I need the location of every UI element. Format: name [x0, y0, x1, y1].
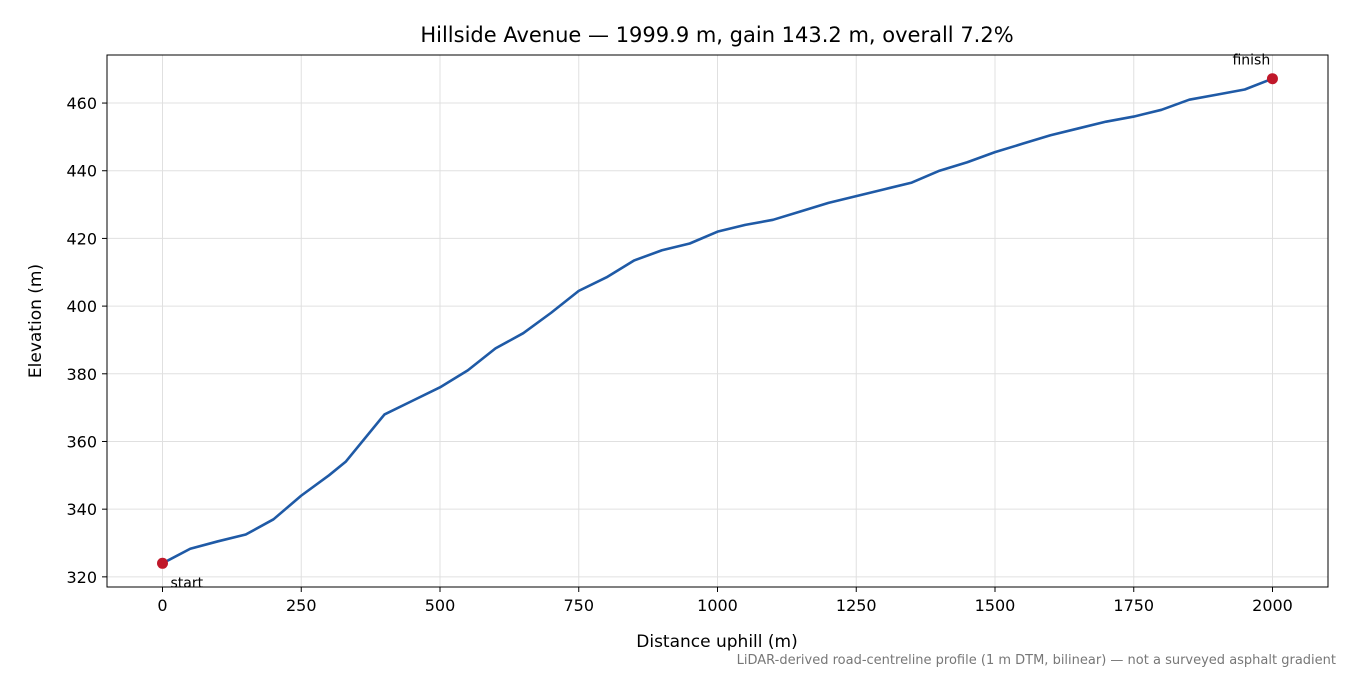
- chart-title: Hillside Avenue — 1999.9 m, gain 143.2 m…: [420, 23, 1013, 47]
- y-tick-label: 440: [66, 162, 97, 181]
- y-tick-label: 460: [66, 94, 97, 113]
- x-tick-label: 500: [425, 596, 456, 615]
- x-tick-label: 1250: [836, 596, 877, 615]
- x-axis-label: Distance uphill (m): [636, 632, 797, 652]
- elevation-line: [161, 77, 1273, 565]
- y-tick-label: 380: [66, 365, 97, 384]
- plot-frame: [106, 54, 1329, 588]
- y-tick-label: 360: [66, 432, 97, 451]
- endpoint-marker: [1266, 73, 1278, 85]
- x-tick-label: 1500: [975, 596, 1016, 615]
- x-tick-label: 1000: [697, 596, 738, 615]
- x-tick-label: 0: [157, 596, 167, 615]
- y-tick-label: 400: [66, 297, 97, 316]
- endpoint-label: finish: [1232, 53, 1270, 69]
- x-tick-label: 2000: [1252, 596, 1293, 615]
- endpoint-marker: [157, 557, 168, 569]
- y-tick-label: 340: [66, 500, 97, 519]
- y-tick-label: 420: [66, 229, 97, 248]
- x-tick-label: 1750: [1113, 596, 1154, 615]
- y-tick-label: 320: [66, 568, 97, 587]
- x-tick-label: 250: [286, 596, 317, 615]
- x-tick-label: 750: [563, 596, 594, 615]
- endpoint-label: start: [171, 575, 204, 591]
- y-axis-label: Elevation (m): [26, 264, 46, 378]
- footnote: LiDAR-derived road-centreline profile (1…: [737, 653, 1336, 668]
